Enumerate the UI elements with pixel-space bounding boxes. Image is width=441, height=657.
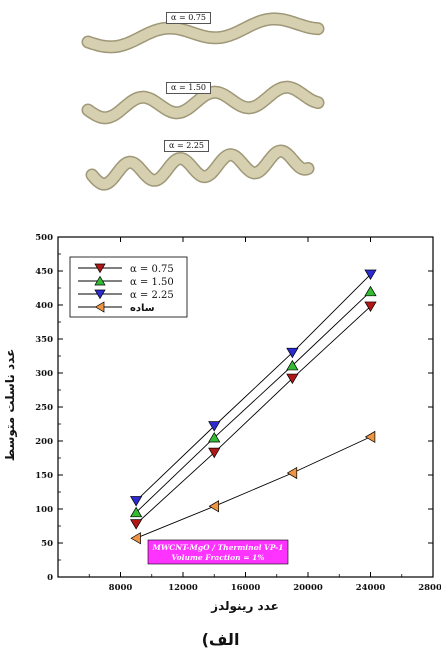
legend-marker-3 <box>94 301 105 313</box>
x-tick-label: 24000 <box>356 583 386 593</box>
y-tick-label: 350 <box>35 335 53 345</box>
data-point-3-1 <box>208 500 219 513</box>
data-point-0-0 <box>130 519 143 530</box>
y-tick-label: 50 <box>41 539 53 549</box>
annotation-line-1: MWCNT-MgO / Therminol VP-1 <box>152 543 284 552</box>
data-point-2-0 <box>130 496 143 507</box>
x-tick-label: 20000 <box>293 583 323 593</box>
legend-label-3: ساده <box>130 303 155 314</box>
helical-pipes-illustration <box>81 12 325 191</box>
helical-pipe-alpha-1.50 <box>83 82 323 123</box>
data-point-0-1 <box>208 447 221 459</box>
data-point-0-2 <box>286 373 299 385</box>
y-axis-label: عدد ناسلت متوسط <box>3 349 18 462</box>
data-point-2-2 <box>286 347 299 359</box>
x-tick-label: 8000 <box>109 583 133 593</box>
y-tick-label: 100 <box>35 505 53 515</box>
pipe-label-alpha-0.75: α = 0.75 <box>166 12 212 24</box>
x-tick-label: 16000 <box>231 583 261 593</box>
legend: α = 0.75 α = 1.50 α = 2.25 ساده <box>69 256 188 318</box>
helical-pipe-alpha-2.25 <box>87 145 313 190</box>
annotation-box: MWCNT-MgO / Therminol VP-1 Volume Fracti… <box>147 539 289 565</box>
data-point-2-3 <box>364 269 377 281</box>
data-point-3-3 <box>364 430 376 444</box>
y-tick-label: 300 <box>35 369 53 379</box>
data-point-1-2 <box>286 359 299 371</box>
y-tick-label: 200 <box>35 437 53 447</box>
axis-ticks: 0 50 100 150 200 250 300 350 400 450 500 8000 12000 1… <box>35 233 441 593</box>
legend-marker-1 <box>94 275 106 286</box>
pipe-label-alpha-2.25: α = 2.25 <box>164 140 210 152</box>
legend-marker-2 <box>94 289 106 300</box>
y-tick-label: 250 <box>35 403 53 413</box>
series-markers <box>130 269 377 545</box>
legend-label-1: α = 1.50 <box>130 277 174 288</box>
x-tick-label: 28000 <box>418 583 441 593</box>
legend-label-2: α = 2.25 <box>130 290 174 301</box>
annotation-line-2: Volume Fraction = 1% <box>172 553 265 562</box>
nusselt-chart: 0 50 100 150 200 250 300 350 400 450 500 8000 12000 1… <box>3 233 441 614</box>
x-axis-label: عدد رینولدز <box>210 599 279 614</box>
helical-pipe-alpha-0.75 <box>83 13 323 52</box>
data-point-1-1 <box>208 431 221 443</box>
data-point-1-0 <box>130 506 143 518</box>
y-tick-label: 150 <box>35 471 53 481</box>
x-tick-label: 12000 <box>168 583 198 593</box>
data-point-1-3 <box>364 285 377 297</box>
series-line-3 <box>135 436 371 539</box>
data-point-3-2 <box>286 466 298 480</box>
y-tick-label: 500 <box>35 233 53 243</box>
pipe-label-alpha-1.50: α = 1.50 <box>166 82 212 94</box>
series-line-0 <box>135 306 371 525</box>
annotation-background <box>147 539 289 565</box>
y-tick-label: 450 <box>35 267 53 277</box>
y-tick-label: 0 <box>47 573 53 583</box>
series-line-1 <box>135 291 371 513</box>
figure-caption: الف) <box>201 630 240 649</box>
data-point-0-3 <box>364 301 377 313</box>
legend-label-0: α = 0.75 <box>130 264 174 275</box>
data-point-3-0 <box>130 532 141 545</box>
legend-marker-0 <box>94 263 106 274</box>
y-tick-label: 400 <box>35 301 53 311</box>
series-lines <box>135 274 371 539</box>
series-line-2 <box>135 274 371 502</box>
data-point-2-1 <box>208 421 221 432</box>
